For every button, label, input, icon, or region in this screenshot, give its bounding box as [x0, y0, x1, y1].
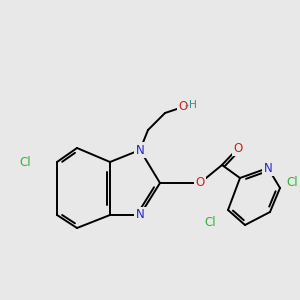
Text: O: O — [178, 100, 188, 113]
Text: O: O — [233, 142, 243, 154]
Text: H: H — [189, 100, 197, 110]
Text: N: N — [136, 208, 144, 221]
Text: Cl: Cl — [19, 155, 31, 169]
Text: O: O — [195, 176, 205, 190]
Text: Cl: Cl — [286, 176, 298, 190]
Text: Cl: Cl — [204, 215, 216, 229]
Text: N: N — [136, 143, 144, 157]
Text: N: N — [264, 161, 272, 175]
